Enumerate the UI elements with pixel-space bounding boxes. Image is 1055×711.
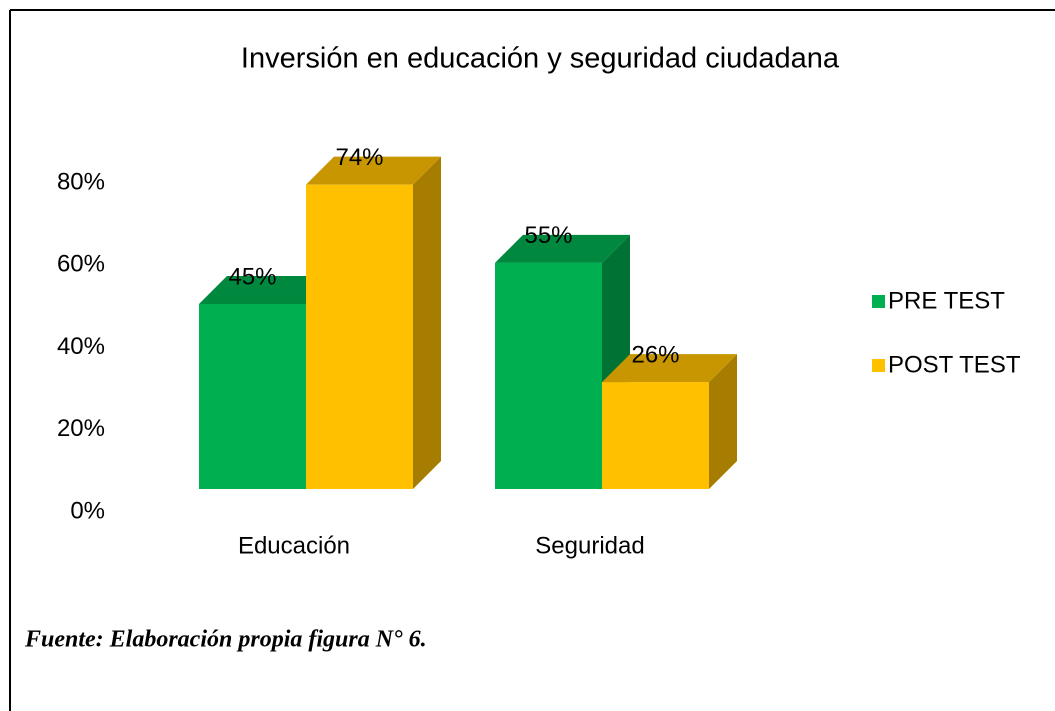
data-label: 74% <box>335 144 383 171</box>
chart-title: Inversión en educación y seguridad ciuda… <box>241 43 840 75</box>
legend-swatch <box>872 359 885 372</box>
legend-swatch <box>872 295 885 308</box>
bar-top <box>199 275 334 304</box>
source-note: Fuente: Elaboración propia figura N° 6. <box>24 627 427 653</box>
bar-side <box>709 354 737 489</box>
bar <box>602 382 709 489</box>
bar <box>495 262 602 489</box>
y-tick-label: 40% <box>57 333 105 360</box>
bar-side <box>413 156 441 490</box>
bar-top <box>495 234 630 263</box>
data-label: 26% <box>631 341 679 368</box>
legend-label: PRE TEST <box>888 287 1005 314</box>
x-tick-label: Seguridad <box>535 532 644 559</box>
legend-label: POST TEST <box>888 351 1021 378</box>
data-label: 45% <box>228 263 276 290</box>
bar <box>199 303 306 489</box>
y-tick-label: 20% <box>57 415 105 442</box>
x-tick-label: Educación <box>238 532 350 559</box>
y-tick-label: 60% <box>57 251 105 278</box>
y-tick-label: 80% <box>57 168 105 195</box>
bar-top <box>602 354 737 383</box>
y-tick-label: 0% <box>70 497 105 524</box>
bar-top <box>306 156 441 185</box>
data-label: 55% <box>524 222 572 249</box>
bar <box>306 184 413 490</box>
